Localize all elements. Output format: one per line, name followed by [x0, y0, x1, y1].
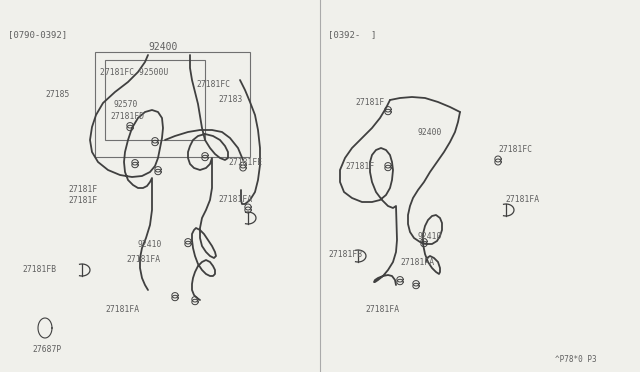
Text: 27181FA: 27181FA [400, 258, 434, 267]
Text: 27185: 27185 [45, 90, 69, 99]
Text: 27181F: 27181F [345, 162, 374, 171]
Text: 27181FA: 27181FA [126, 255, 160, 264]
Text: 27687P: 27687P [32, 345, 61, 354]
Text: 27181FD: 27181FD [110, 112, 144, 121]
Text: 27181FE: 27181FE [228, 158, 262, 167]
Text: 27181FA: 27181FA [105, 305, 139, 314]
Bar [105, 60, 205, 140]
Text: 27183: 27183 [218, 95, 243, 104]
Text: 27181FB: 27181FB [22, 265, 56, 274]
Text: 92400: 92400 [418, 128, 442, 137]
Text: 27181FC 92500U: 27181FC 92500U [100, 68, 168, 77]
Text: ^P78*0 P3: ^P78*0 P3 [555, 355, 596, 364]
Bar [95, 52, 250, 157]
Text: [0790-0392]: [0790-0392] [8, 30, 67, 39]
Text: 92570: 92570 [113, 100, 138, 109]
Text: 92400: 92400 [148, 42, 177, 52]
Text: 27181FB: 27181FB [328, 250, 362, 259]
Text: 27181FA: 27181FA [218, 195, 252, 204]
Text: 27181FA: 27181FA [365, 305, 399, 314]
Text: 92410: 92410 [418, 232, 442, 241]
Text: 27181FC: 27181FC [196, 80, 230, 89]
Text: 27181F: 27181F [68, 196, 97, 205]
Text: 27181FC: 27181FC [498, 145, 532, 154]
Text: 27181F: 27181F [355, 98, 384, 107]
Text: 92410: 92410 [138, 240, 163, 249]
Text: [0392-  ]: [0392- ] [328, 30, 376, 39]
Text: 27181F: 27181F [68, 185, 97, 194]
Text: 27181FA: 27181FA [505, 195, 539, 204]
